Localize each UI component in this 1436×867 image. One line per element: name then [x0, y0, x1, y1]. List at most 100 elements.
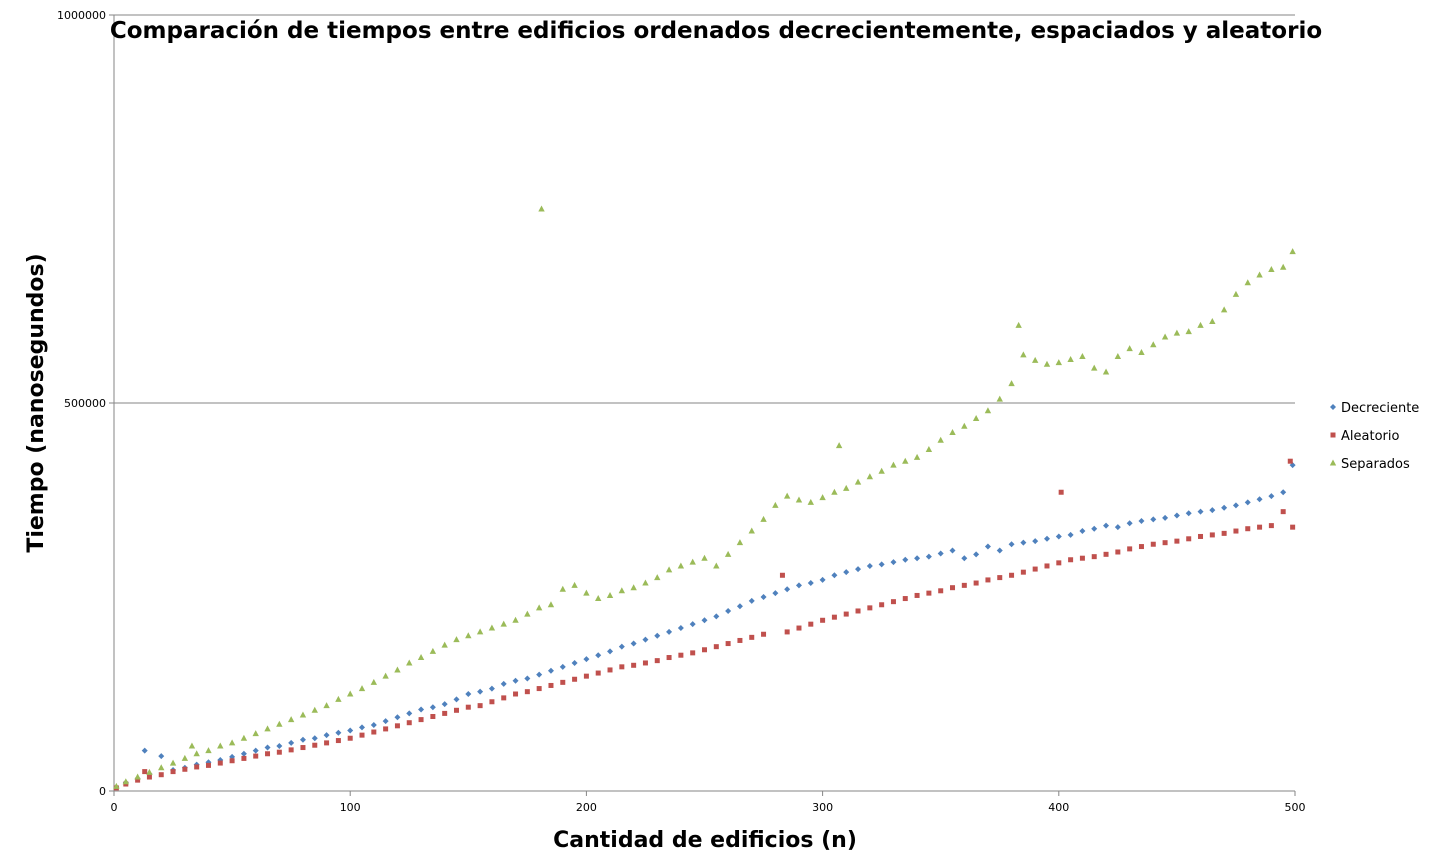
data-point	[867, 605, 873, 611]
data-point	[1126, 345, 1133, 352]
data-point	[1138, 349, 1145, 356]
data-point	[630, 640, 637, 647]
data-point	[559, 585, 566, 592]
data-point	[1289, 248, 1296, 255]
data-point	[748, 597, 755, 604]
data-point	[382, 672, 389, 679]
data-point	[536, 686, 542, 692]
data-point	[1091, 525, 1098, 532]
data-point	[595, 670, 601, 676]
data-point	[488, 685, 495, 692]
data-point	[843, 611, 849, 617]
data-point	[1079, 555, 1085, 561]
data-point	[595, 652, 602, 659]
data-point	[1020, 569, 1026, 575]
legend: Decreciente Aleatorio Separados	[1329, 401, 1419, 472]
data-point	[642, 579, 649, 586]
data-point	[642, 636, 649, 643]
data-point	[1008, 541, 1015, 548]
data-point	[1245, 526, 1251, 532]
data-point	[1103, 522, 1110, 529]
data-point	[1161, 333, 1169, 340]
data-point	[441, 701, 448, 708]
data-point	[228, 739, 236, 746]
data-point	[547, 667, 554, 674]
data-point	[902, 556, 909, 563]
data-point	[984, 543, 991, 550]
data-point	[1091, 554, 1097, 560]
data-point	[489, 699, 495, 705]
data-point	[890, 599, 896, 605]
data-point	[949, 428, 956, 435]
data-point	[312, 742, 318, 748]
data-point	[925, 553, 932, 560]
data-point	[146, 768, 153, 775]
data-point	[1209, 532, 1215, 538]
data-point	[1043, 535, 1050, 542]
data-point	[188, 742, 196, 749]
data-point	[536, 671, 543, 678]
data-point	[371, 729, 377, 735]
data-point	[1067, 531, 1074, 538]
data-point	[996, 395, 1003, 402]
data-point	[453, 636, 460, 643]
data-point	[1079, 352, 1086, 359]
data-point	[736, 539, 744, 546]
data-point	[1138, 544, 1144, 550]
data-point	[1032, 566, 1038, 572]
data-point	[595, 595, 602, 602]
data-point	[158, 764, 165, 771]
data-point	[819, 576, 826, 583]
data-point	[1232, 290, 1240, 297]
data-point	[299, 711, 307, 718]
data-point	[890, 559, 897, 566]
data-point	[335, 729, 342, 736]
data-point	[571, 659, 578, 666]
data-point	[760, 594, 767, 600]
data-point	[300, 745, 306, 751]
data-point	[654, 574, 661, 581]
data-point	[878, 467, 885, 474]
data-point	[630, 584, 637, 591]
data-point	[666, 655, 672, 661]
data-point	[548, 682, 554, 688]
data-point	[146, 774, 152, 780]
data-point	[1044, 563, 1050, 569]
data-point	[1150, 341, 1157, 348]
data-point	[1079, 528, 1086, 535]
data-point	[253, 753, 259, 759]
data-point	[619, 664, 625, 670]
data-point	[1244, 499, 1251, 506]
data-point	[1185, 328, 1192, 335]
data-point	[347, 690, 354, 697]
data-point	[1162, 540, 1168, 546]
data-point	[606, 591, 614, 598]
data-point	[429, 647, 437, 654]
data-point	[961, 555, 968, 562]
data-point	[276, 720, 283, 727]
data-point	[205, 747, 212, 754]
data-point	[713, 644, 719, 650]
data-point	[736, 603, 743, 610]
data-point	[1209, 507, 1216, 514]
data-point	[642, 660, 648, 666]
data-point	[122, 778, 130, 785]
data-point	[831, 488, 838, 495]
data-point	[1067, 356, 1074, 363]
data-point	[807, 580, 814, 587]
data-point	[784, 586, 791, 593]
data-point	[1197, 508, 1204, 515]
data-point	[618, 643, 625, 650]
data-point	[240, 734, 248, 741]
data-point	[1280, 489, 1287, 496]
data-point	[819, 494, 826, 501]
data-point	[571, 581, 578, 588]
data-point	[394, 714, 401, 721]
data-point	[1008, 380, 1015, 387]
data-point	[1256, 496, 1263, 503]
data-point	[1233, 528, 1239, 534]
data-point	[113, 782, 120, 789]
data-point	[1256, 271, 1263, 278]
y-tick-label: 0	[99, 785, 106, 798]
